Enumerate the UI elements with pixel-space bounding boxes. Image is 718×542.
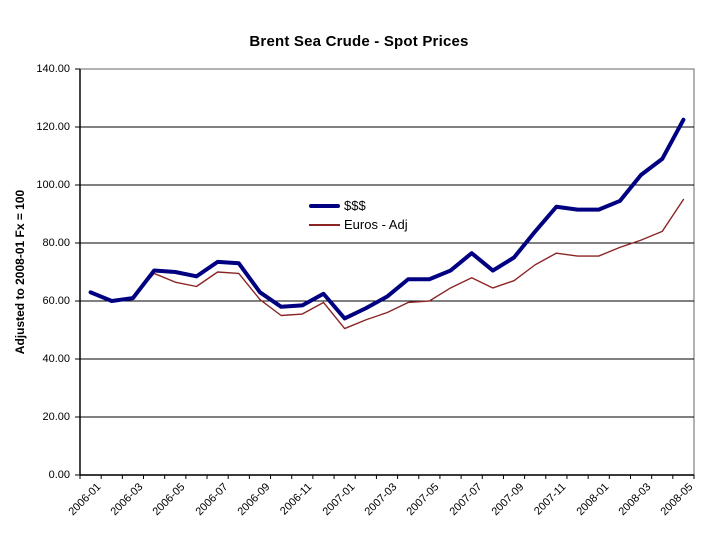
legend-label-euros: Euros - Adj	[344, 217, 408, 232]
series-line-dollars	[88, 117, 686, 321]
legend-label-dollars: $$$	[344, 198, 366, 213]
legend-item-euros: Euros - Adj	[309, 215, 408, 234]
y-tick-label: 120.00	[36, 120, 70, 133]
legend-item-dollars: $$$	[309, 196, 408, 215]
y-tick-label: 40.00	[42, 352, 70, 365]
y-tick-label: 20.00	[42, 410, 70, 423]
chart-title: Brent Sea Crude - Spot Prices	[249, 33, 469, 50]
legend: $$$ Euros - Adj	[309, 196, 408, 234]
series-line-euros	[89, 198, 685, 330]
y-tick-label: 60.00	[42, 294, 70, 307]
y-tick-label: 140.00	[36, 62, 70, 75]
y-tick-label: 0.00	[48, 468, 70, 481]
dollars-line-sample-icon	[309, 203, 340, 208]
euros-line-sample-icon	[309, 223, 340, 226]
y-tick-label: 80.00	[42, 236, 70, 249]
y-tick-label: 100.00	[36, 178, 70, 191]
